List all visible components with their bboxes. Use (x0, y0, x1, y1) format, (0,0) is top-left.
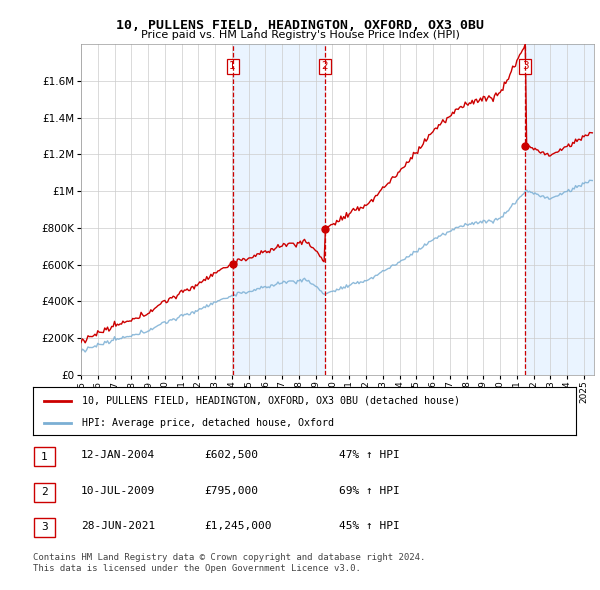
Text: 10-JUL-2009: 10-JUL-2009 (81, 486, 155, 496)
Bar (525, 44, 594, 375)
Text: 69% ↑ HPI: 69% ↑ HPI (339, 486, 400, 496)
Text: 10, PULLENS FIELD, HEADINGTON, OXFORD, OX3 0BU: 10, PULLENS FIELD, HEADINGTON, OXFORD, O… (116, 19, 484, 32)
Text: 3: 3 (522, 61, 529, 71)
Text: Contains HM Land Registry data © Crown copyright and database right 2024.: Contains HM Land Registry data © Crown c… (33, 553, 425, 562)
Text: 28-JUN-2021: 28-JUN-2021 (81, 522, 155, 531)
Text: 2: 2 (322, 61, 328, 71)
Text: 1: 1 (41, 452, 48, 461)
Text: 12-JAN-2004: 12-JAN-2004 (81, 451, 155, 460)
Text: £795,000: £795,000 (204, 486, 258, 496)
Text: £1,245,000: £1,245,000 (204, 522, 271, 531)
Bar (233, 44, 325, 375)
Text: 10, PULLENS FIELD, HEADINGTON, OXFORD, OX3 0BU (detached house): 10, PULLENS FIELD, HEADINGTON, OXFORD, O… (82, 395, 460, 405)
Text: 45% ↑ HPI: 45% ↑ HPI (339, 522, 400, 531)
Text: 2: 2 (41, 487, 48, 497)
Text: 47% ↑ HPI: 47% ↑ HPI (339, 451, 400, 460)
Text: HPI: Average price, detached house, Oxford: HPI: Average price, detached house, Oxfo… (82, 418, 334, 428)
Text: £602,500: £602,500 (204, 451, 258, 460)
Text: 1: 1 (229, 61, 236, 71)
Text: 3: 3 (41, 523, 48, 532)
Text: Price paid vs. HM Land Registry's House Price Index (HPI): Price paid vs. HM Land Registry's House … (140, 30, 460, 40)
Text: This data is licensed under the Open Government Licence v3.0.: This data is licensed under the Open Gov… (33, 565, 361, 573)
